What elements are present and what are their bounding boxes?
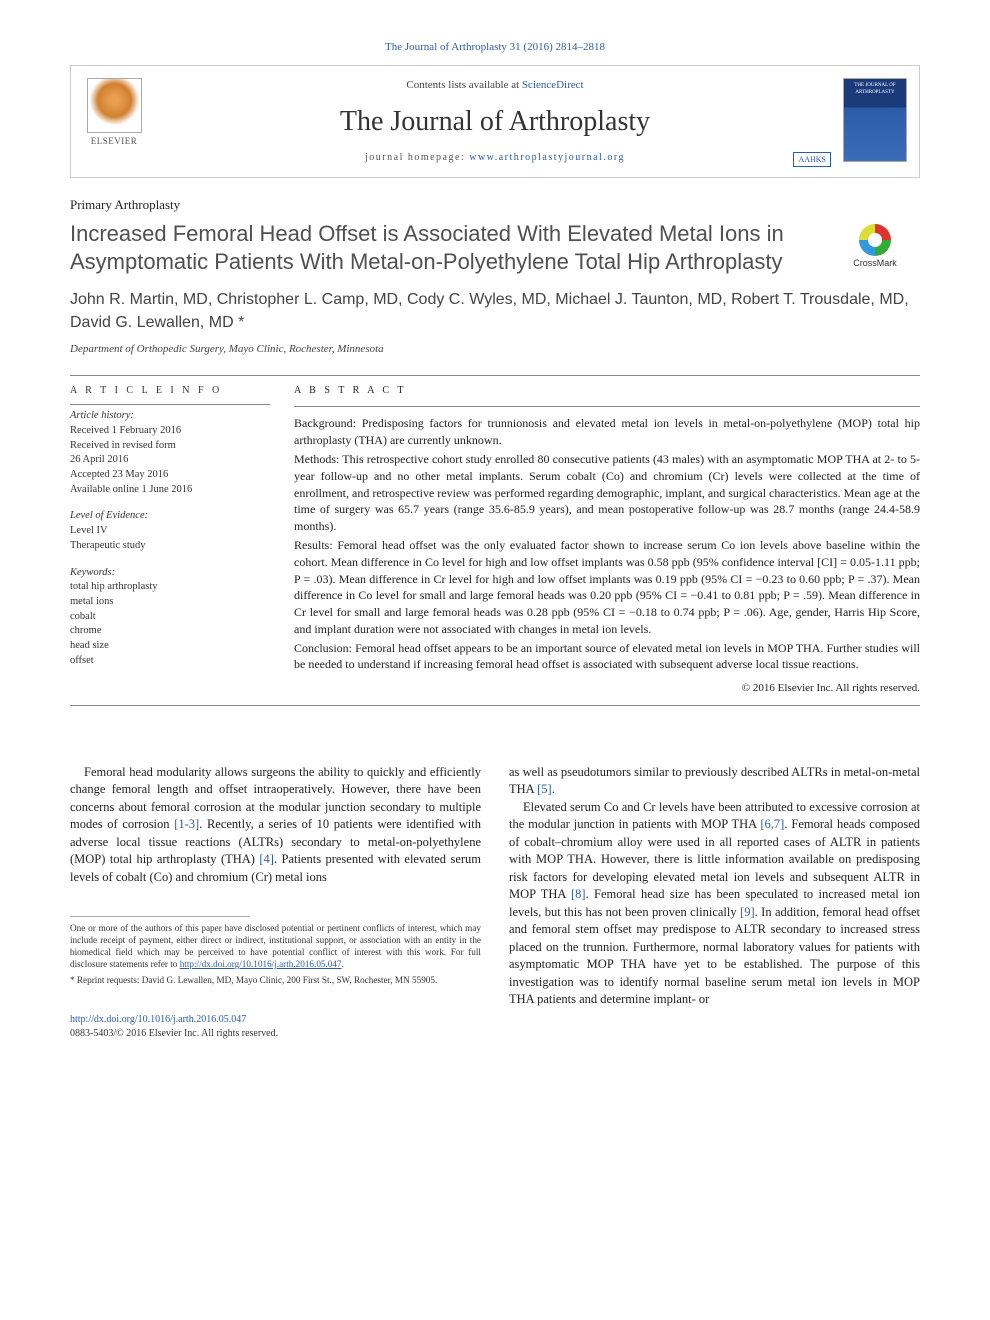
contents-line: Contents lists available at ScienceDirec… (87, 78, 903, 93)
ref-5[interactable]: [5] (537, 782, 552, 796)
article-info-heading: A R T I C L E I N F O (70, 384, 270, 398)
body-para-3: Elevated serum Co and Cr levels have bee… (509, 799, 920, 1009)
rule-top (70, 375, 920, 376)
history-label: Article history: (70, 409, 270, 424)
body-col-left: Femoral head modularity allows surgeons … (70, 764, 481, 1041)
info-rule (70, 404, 270, 405)
history-revised2: 26 April 2016 (70, 453, 270, 468)
ref-9[interactable]: [9] (740, 905, 755, 919)
ref-4[interactable]: [4] (259, 852, 274, 866)
kw-6: offset (70, 654, 270, 669)
kw-4: chrome (70, 624, 270, 639)
kw-5: head size (70, 639, 270, 654)
history-online: Available online 1 June 2016 (70, 483, 270, 498)
abstract-rule (294, 406, 920, 407)
loe-block: Level of Evidence: Level IV Therapeutic … (70, 509, 270, 553)
article-info-col: A R T I C L E I N F O Article history: R… (70, 384, 270, 696)
article-type: Primary Arthroplasty (70, 196, 920, 214)
homepage-line: journal homepage: www.arthroplastyjourna… (87, 151, 903, 165)
body-para-1: Femoral head modularity allows surgeons … (70, 764, 481, 887)
abstract-methods: Methods: This retrospective cohort study… (294, 451, 920, 535)
affiliation: Department of Orthopedic Surgery, Mayo C… (70, 342, 920, 357)
keywords-label: Keywords: (70, 566, 270, 581)
abstract-background: Background: Predisposing factors for tru… (294, 415, 920, 449)
body-span: as well as pseudotumors similar to previ… (509, 765, 920, 797)
authors-list: John R. Martin, MD, Christopher L. Camp,… (70, 289, 920, 334)
abstract-copyright: © 2016 Elsevier Inc. All rights reserved… (294, 681, 920, 696)
abstract-col: A B S T R A C T Background: Predisposing… (294, 384, 920, 696)
elsevier-logo: ELSEVIER (83, 78, 145, 152)
sciencedirect-link[interactable]: ScienceDirect (522, 79, 584, 91)
article-title: Increased Femoral Head Offset is Associa… (70, 220, 920, 275)
footnote-coi: One or more of the authors of this paper… (70, 923, 481, 971)
doi-block: http://dx.doi.org/10.1016/j.arth.2016.05… (70, 1013, 481, 1041)
kw-2: metal ions (70, 595, 270, 610)
body-span: . In addition, femoral head offset and f… (509, 905, 920, 1007)
crossmark-icon (859, 224, 891, 256)
coi-period: . (342, 959, 344, 969)
issn-line: 0883-5403/© 2016 Elsevier Inc. All right… (70, 1028, 278, 1039)
footnote-reprint: * Reprint requests: David G. Lewallen, M… (70, 975, 481, 987)
homepage-prefix: journal homepage: (365, 152, 469, 163)
keywords-block: Keywords: total hip arthroplasty metal i… (70, 566, 270, 669)
history-revised1: Received in revised form (70, 439, 270, 454)
elsevier-label: ELSEVIER (91, 135, 138, 148)
journal-header-box: ELSEVIER THE JOURNAL OF ARTHROPLASTY Con… (70, 65, 920, 178)
cover-thumb-title: THE JOURNAL OF ARTHROPLASTY (844, 79, 906, 96)
journal-cover-thumb: THE JOURNAL OF ARTHROPLASTY (843, 78, 907, 162)
history-accepted: Accepted 23 May 2016 (70, 468, 270, 483)
footnote-rule (70, 916, 250, 917)
aahks-badge: AAHKS (793, 152, 831, 167)
abstract-heading: A B S T R A C T (294, 384, 920, 398)
loe-label: Level of Evidence: (70, 509, 270, 524)
ref-8[interactable]: [8] (571, 887, 586, 901)
contents-prefix: Contents lists available at (406, 79, 521, 91)
title-text: Increased Femoral Head Offset is Associa… (70, 221, 784, 274)
crossmark-label: CrossMark (853, 258, 897, 268)
homepage-link[interactable]: www.arthroplastyjournal.org (469, 152, 625, 163)
ref-6-7[interactable]: [6,7] (760, 817, 784, 831)
journal-name: The Journal of Arthroplasty (87, 102, 903, 141)
body-text: Femoral head modularity allows surgeons … (70, 764, 920, 1041)
elsevier-tree-icon (87, 78, 142, 133)
abstract-results: Results: Femoral head offset was the onl… (294, 537, 920, 638)
loe-type: Therapeutic study (70, 539, 270, 554)
kw-1: total hip arthroplasty (70, 580, 270, 595)
crossmark-badge[interactable]: CrossMark (830, 224, 920, 269)
body-col-right: as well as pseudotumors similar to previ… (509, 764, 920, 1041)
loe-level: Level IV (70, 524, 270, 539)
body-span: . (552, 782, 555, 796)
body-para-2: as well as pseudotumors similar to previ… (509, 764, 920, 799)
abstract-conclusion: Conclusion: Femoral head offset appears … (294, 640, 920, 674)
ref-1-3[interactable]: [1-3] (174, 817, 199, 831)
history-received: Received 1 February 2016 (70, 424, 270, 439)
doi-link[interactable]: http://dx.doi.org/10.1016/j.arth.2016.05… (70, 1014, 246, 1025)
coi-doi-link[interactable]: http://dx.doi.org/10.1016/j.arth.2016.05… (180, 959, 342, 969)
article-history-block: Article history: Received 1 February 201… (70, 409, 270, 497)
citation-header: The Journal of Arthroplasty 31 (2016) 28… (70, 40, 920, 55)
rule-bottom (70, 705, 920, 706)
kw-3: cobalt (70, 610, 270, 625)
